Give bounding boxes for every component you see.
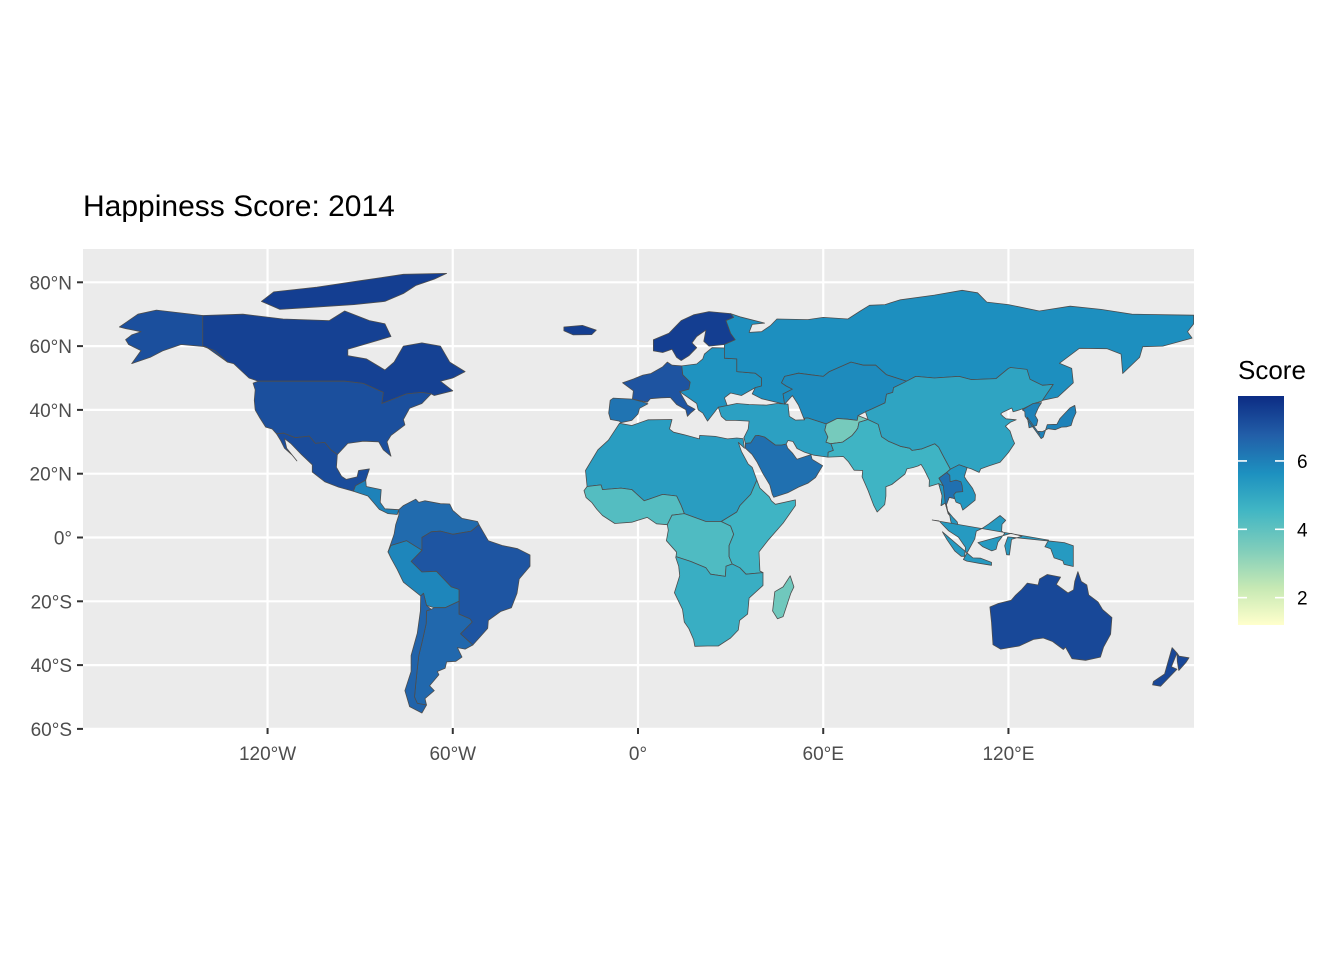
legend-title: Score (1238, 355, 1306, 385)
region-southern-africa (674, 556, 764, 647)
region-indonesia (931, 515, 1074, 567)
country-layer (119, 272, 1194, 714)
y-tick-label: 40°S (31, 656, 72, 677)
x-tick-label: 120°W (239, 744, 296, 765)
region-middle-east (717, 403, 834, 458)
region-alaska (119, 309, 228, 365)
x-tick-label: 60°E (803, 744, 844, 765)
region-scandinavia (653, 311, 736, 361)
region-japan-korea (1021, 402, 1077, 440)
legend-tick-label: 2 (1297, 589, 1308, 610)
legend-colorbar (1238, 396, 1284, 625)
region-greenland-islands (260, 272, 448, 310)
region-western-europe (622, 361, 696, 417)
region-iberia (608, 397, 649, 424)
x-tick-label: 60°W (429, 744, 476, 765)
y-tick-label: 20°S (31, 592, 72, 613)
y-tick-label: 80°N (30, 273, 72, 294)
x-tick-label: 0° (629, 744, 647, 765)
y-tick-label: 60°S (31, 720, 72, 741)
axes: 80°N 60°N 40°N 20°N 0° 20°S 40°S 60°S 120°W 60°W 0… (30, 273, 1035, 765)
legend-ticks: 2 4 6 (1238, 452, 1308, 610)
region-china-mongolia (865, 367, 1054, 473)
y-tick-label: 20°N (30, 465, 72, 486)
legend-tick-label: 6 (1297, 452, 1308, 473)
region-madagascar (772, 575, 795, 620)
region-chile (404, 592, 432, 714)
y-tick-label: 60°N (30, 337, 72, 358)
region-new-zealand (1152, 647, 1190, 687)
region-eastern-europe (679, 347, 762, 422)
region-thailand (938, 471, 964, 516)
region-iceland-svalbard (563, 324, 597, 336)
region-australia (989, 571, 1113, 661)
y-tick-label: 40°N (30, 401, 72, 422)
y-tick-label: 0° (54, 529, 72, 550)
legend-tick-label: 4 (1297, 520, 1308, 541)
region-usa (252, 380, 432, 457)
legend: Score 2 4 6 (1238, 355, 1308, 625)
x-tick-label: 120°E (982, 744, 1034, 765)
chart-title: Happiness Score: 2014 (83, 190, 395, 223)
